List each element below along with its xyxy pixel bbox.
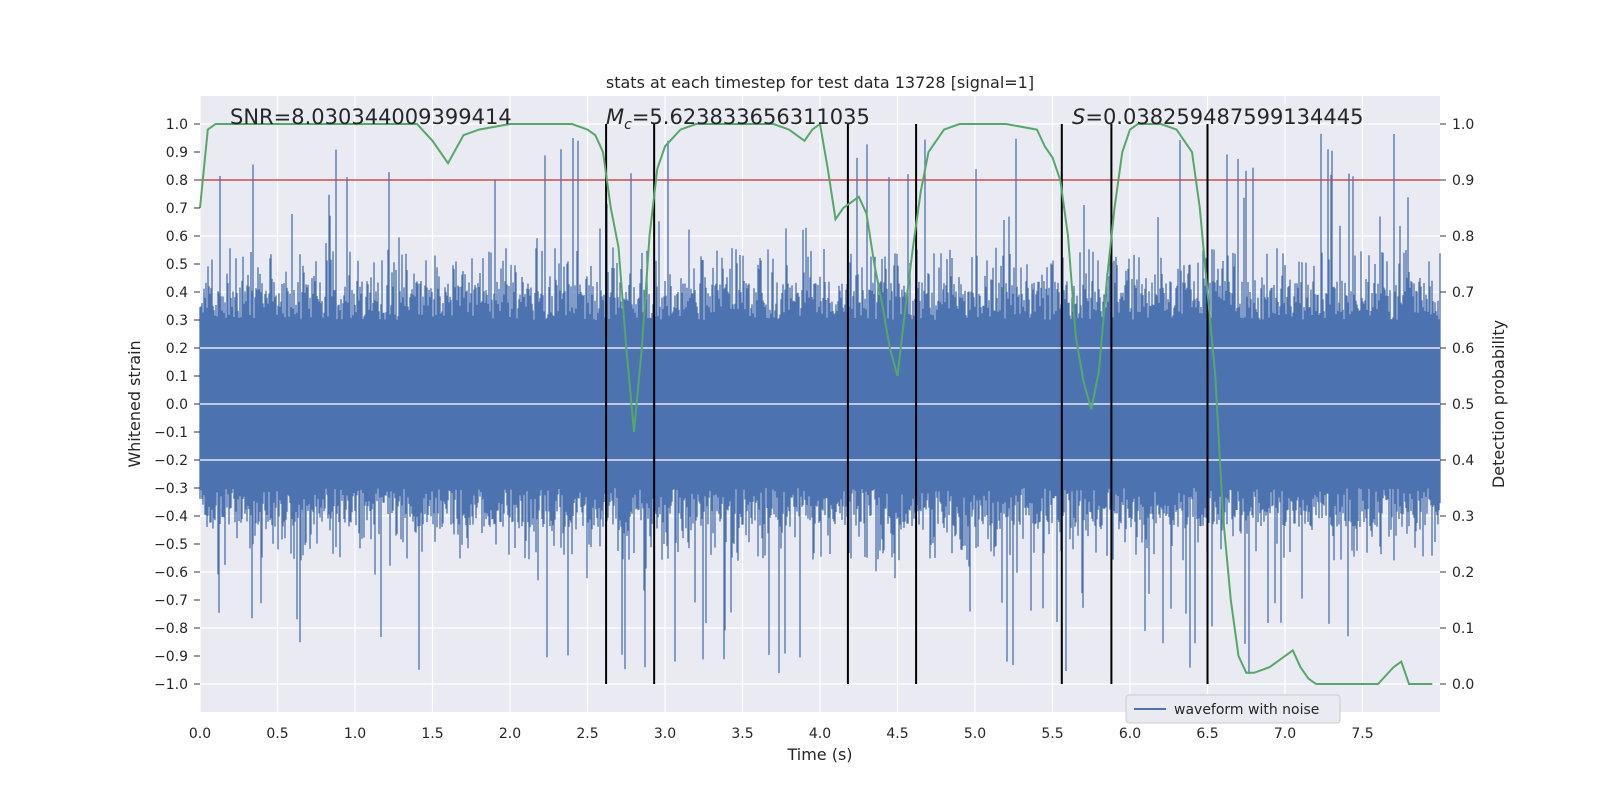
- y-left-tick-label: 1.0: [166, 117, 188, 133]
- y-left-tick-label: −0.4: [154, 509, 188, 525]
- mc-subscript: c: [624, 117, 632, 133]
- y-right-tick-label: 0.8: [1452, 229, 1474, 245]
- y-left-tick-labels: 1.0 0.9 0.8 0.7 0.6 0.5 0.4 0.3 0.2 0.1 0.0 −0.1 −0.…: [154, 117, 200, 693]
- x-tick-label: 6.5: [1196, 726, 1218, 742]
- y-left-tick-label: 0.3: [166, 313, 188, 329]
- waveform-layer: [199, 133, 1441, 674]
- x-tick-label: 6.0: [1119, 726, 1141, 742]
- y-right-tick-label: 0.1: [1452, 621, 1474, 637]
- mc-value: =5.623833656311035: [632, 105, 870, 129]
- y-left-tick-label: −0.1: [154, 425, 188, 441]
- probability-layer: [199, 122, 1433, 685]
- y-right-tick-label: 0.6: [1452, 341, 1474, 357]
- x-tick-label: 3.0: [654, 726, 676, 742]
- legend: waveform with noise: [1125, 694, 1341, 724]
- mc-annotation: Mc=5.623833656311035: [606, 105, 870, 133]
- y-left-tick-label: 0.5: [166, 257, 188, 273]
- s-value: =0.038259487599134445: [1085, 105, 1363, 129]
- y-left-tick-label: −0.7: [154, 593, 188, 609]
- x-tick-label: 4.5: [886, 726, 908, 742]
- y-right-tick-label: 0.7: [1452, 285, 1474, 301]
- x-tick-label: 3.5: [731, 726, 753, 742]
- vertical-line-layer: [605, 124, 1209, 684]
- x-tick-label: 1.0: [344, 726, 366, 742]
- x-tick-label: 7.0: [1274, 726, 1296, 742]
- y-right-tick-label: 0.3: [1452, 509, 1474, 525]
- s-symbol: S: [1072, 105, 1085, 129]
- x-tick-label: 0.0: [189, 726, 211, 742]
- y-left-tick-label: 0.2: [166, 341, 188, 357]
- y-right-tick-labels: 1.0 0.9 0.8 0.7 0.6 0.5 0.4 0.3 0.2 0.1 0.0: [1440, 117, 1474, 693]
- y-left-tick-label: −0.8: [154, 621, 188, 637]
- x-tick-label: 2.0: [499, 726, 521, 742]
- y-left-tick-label: −0.2: [154, 453, 188, 469]
- y-left-tick-label: −0.9: [154, 649, 188, 665]
- legend-label-waveform: waveform with noise: [1174, 702, 1319, 718]
- y-right-tick-label: 0.0: [1452, 677, 1474, 693]
- waveform-upper-strokes: [199, 133, 1441, 404]
- chart-title: stats at each timestep for test data 137…: [606, 73, 1034, 92]
- y-right-axis-label: Detection probability: [1489, 320, 1508, 488]
- y-right-tick-label: 0.5: [1452, 397, 1474, 413]
- y-left-tick-label: 0.4: [166, 285, 188, 301]
- x-tick-label: 5.0: [964, 726, 986, 742]
- y-left-tick-label: 0.8: [166, 173, 188, 189]
- y-left-tick-label: 0.0: [166, 397, 188, 413]
- y-left-tick-label: 0.7: [166, 201, 188, 217]
- y-left-tick-label: −0.6: [154, 565, 188, 581]
- y-left-tick-label: 0.1: [166, 369, 188, 385]
- x-tick-label: 1.5: [421, 726, 443, 742]
- y-right-tick-label: 0.2: [1452, 565, 1474, 581]
- x-tick-label: 4.0: [809, 726, 831, 742]
- y-left-tick-label: 0.9: [166, 145, 188, 161]
- s-annotation: S=0.038259487599134445: [1072, 105, 1363, 129]
- x-tick-label: 7.5: [1351, 726, 1373, 742]
- snr-annotation: SNR=8.030344009399414: [230, 105, 512, 129]
- mc-symbol: M: [606, 105, 624, 129]
- x-tick-label: 2.5: [576, 726, 598, 742]
- x-tick-label: 5.5: [1041, 726, 1063, 742]
- y-left-tick-label: 0.6: [166, 229, 188, 245]
- x-tick-label: 0.5: [266, 726, 288, 742]
- x-tick-labels: 0.0 0.5 1.0 1.5 2.0 2.5 3.0 3.5 4.0 4.5 5.0 5.5 6.0 6…: [189, 726, 1374, 742]
- y-left-tick-label: −1.0: [154, 677, 188, 693]
- y-left-tick-label: −0.5: [154, 537, 188, 553]
- legend-box: [1125, 694, 1341, 724]
- y-right-tick-label: 0.9: [1452, 173, 1474, 189]
- y-left-axis-label: Whitened strain: [125, 340, 144, 467]
- probability-line: [199, 122, 1433, 685]
- y-right-tick-label: 1.0: [1452, 117, 1474, 133]
- y-right-tick-label: 0.4: [1452, 453, 1474, 469]
- x-axis-label: Time (s): [786, 745, 852, 764]
- y-left-tick-label: −0.3: [154, 481, 188, 497]
